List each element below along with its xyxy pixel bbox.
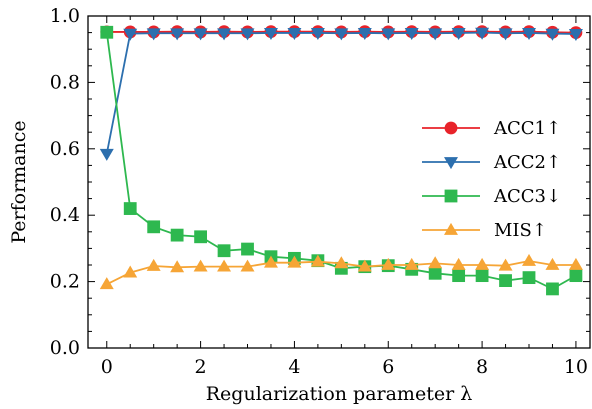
data-point xyxy=(499,274,512,288)
data-point xyxy=(193,259,208,272)
data-point xyxy=(428,28,443,41)
data-point xyxy=(146,28,161,41)
data-point xyxy=(357,28,372,41)
x-tick-label: 6 xyxy=(382,356,394,378)
data-point xyxy=(287,255,302,268)
data-point xyxy=(147,220,161,234)
data-point xyxy=(287,28,302,41)
data-point xyxy=(452,269,466,283)
data-point xyxy=(334,256,349,269)
data-point xyxy=(194,230,207,244)
series-4 xyxy=(99,253,583,290)
y-tick-label: 0.6 xyxy=(50,138,80,160)
legend-marker xyxy=(444,222,458,235)
x-axis: 0 2 4 6 8 10 xyxy=(101,16,588,378)
x-tick-label: 8 xyxy=(476,356,488,378)
data-point xyxy=(568,29,583,42)
data-point xyxy=(217,28,232,41)
x-axis-label: Regularization parameter λ xyxy=(206,383,472,405)
data-point xyxy=(381,28,396,41)
x-tick-label: 4 xyxy=(288,356,300,378)
data-point xyxy=(241,242,254,256)
data-point xyxy=(310,28,325,41)
data-point xyxy=(522,28,537,41)
legend: ACC1↑ ACC2↑ ACC3↓ MIS↑ xyxy=(422,118,561,241)
data-point xyxy=(357,259,372,272)
data-point xyxy=(99,148,114,161)
data-point xyxy=(217,244,231,258)
data-point xyxy=(263,28,278,41)
data-point xyxy=(404,28,419,41)
x-tick-label: 0 xyxy=(101,356,113,378)
y-tick-label: 0.8 xyxy=(50,71,80,93)
data-point xyxy=(334,28,349,41)
legend-marker xyxy=(444,157,458,170)
data-point xyxy=(428,256,443,269)
data-point xyxy=(545,257,560,270)
data-point xyxy=(170,228,184,242)
data-point xyxy=(546,282,559,296)
data-point xyxy=(217,259,232,272)
data-point xyxy=(310,254,325,267)
data-point xyxy=(193,28,208,41)
series-2 xyxy=(99,27,583,161)
data-point xyxy=(146,258,161,271)
legend-marker xyxy=(444,189,458,203)
data-point xyxy=(568,257,583,270)
data-point xyxy=(170,260,185,273)
y-tick-label: 0.2 xyxy=(50,271,80,293)
x-tick-label: 2 xyxy=(195,356,207,378)
legend-label: MIS↑ xyxy=(494,220,547,241)
data-point xyxy=(569,269,583,283)
legend-item: ACC2↑ xyxy=(422,152,561,173)
legend-label: ACC2↑ xyxy=(493,152,561,173)
data-point xyxy=(545,28,560,41)
legend-item: MIS↑ xyxy=(422,220,547,241)
data-point xyxy=(123,28,138,41)
data-point xyxy=(475,27,490,40)
data-point xyxy=(99,277,114,290)
data-point xyxy=(263,255,278,268)
data-point xyxy=(451,28,466,41)
legend-label: ACC3↓ xyxy=(493,186,561,207)
legend-label: ACC1↑ xyxy=(493,118,561,139)
x-tick-label: 10 xyxy=(564,356,588,378)
plot-series xyxy=(99,25,583,296)
data-point xyxy=(381,257,396,270)
plot-frame xyxy=(87,15,591,349)
data-point xyxy=(522,271,536,285)
data-point xyxy=(240,259,255,272)
data-point xyxy=(498,28,513,41)
legend-marker xyxy=(444,121,458,135)
data-point xyxy=(498,258,513,271)
data-point xyxy=(475,257,490,270)
y-tick-label: 0.4 xyxy=(50,204,80,226)
data-point xyxy=(123,265,138,278)
y-axis: 0.0 0.2 0.4 0.6 0.8 1.0 xyxy=(50,5,590,359)
data-point xyxy=(100,25,114,39)
data-point xyxy=(428,266,442,280)
legend-item: ACC3↓ xyxy=(422,186,561,207)
y-tick-label: 1.0 xyxy=(50,5,80,27)
data-point xyxy=(404,257,419,270)
data-point xyxy=(123,202,137,215)
y-axis-label: Performance xyxy=(8,120,30,243)
data-point xyxy=(170,28,185,41)
data-point xyxy=(240,28,255,41)
data-point xyxy=(522,253,537,266)
legend-item: ACC1↑ xyxy=(422,118,561,139)
data-point xyxy=(475,269,489,283)
data-point xyxy=(451,257,466,270)
y-tick-label: 0.0 xyxy=(50,337,80,359)
